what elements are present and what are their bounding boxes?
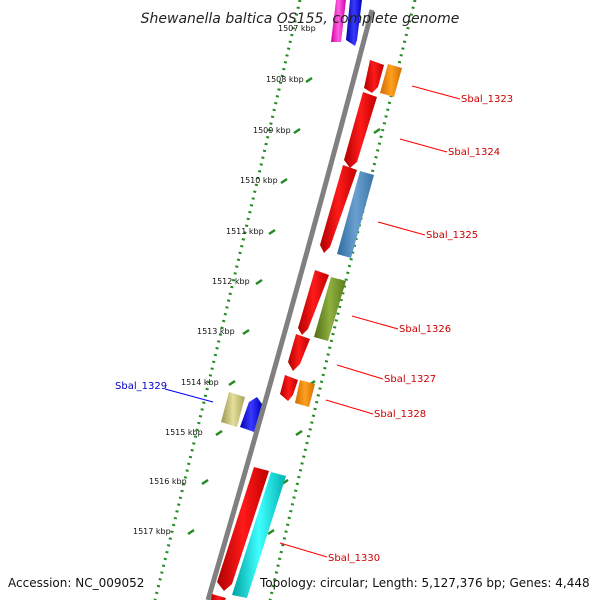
gene-arrow[interactable] [211, 594, 226, 600]
accession-text: Accession: NC_009052 [8, 576, 144, 590]
tick-label: 1510 kbp [240, 176, 278, 185]
genome-backbone [205, 9, 375, 600]
gene-arrow-sbal-1328[interactable] [280, 375, 298, 401]
gene-arrow-sbal-1329[interactable] [221, 392, 245, 427]
outer-dotted-ring [153, 0, 302, 600]
gene-arrow-sbal-1325[interactable] [320, 165, 357, 253]
gene-label[interactable]: Sbal_1325 [426, 230, 478, 241]
label-leader-sbal-1329 [164, 388, 214, 403]
gene-label[interactable]: Sbal_1329 [115, 381, 167, 392]
gene-arrow-sbal-1323[interactable] [364, 60, 384, 93]
gene-arrow-sbal-1326[interactable] [298, 270, 329, 335]
gene-label[interactable]: Sbal_1326 [399, 324, 451, 335]
gene-arrow-orange[interactable] [380, 64, 402, 97]
tick-label: 1507 kbp [278, 24, 316, 33]
tick-label: 1512 kbp [212, 277, 250, 286]
inner-dotted-ring [268, 0, 417, 600]
gene-arrow-sbal-1324[interactable] [344, 92, 377, 168]
tick-label: 1517 kbp [133, 527, 171, 536]
gene-arrow-cyan[interactable] [232, 472, 286, 598]
gene-arrow-blue[interactable] [240, 397, 262, 432]
gene-label[interactable]: Sbal_1327 [384, 374, 436, 385]
label-leaders [279, 85, 461, 558]
gene-features [211, 0, 402, 600]
tick-label: 1513 kbp [197, 327, 235, 336]
gene-arrow-olive[interactable] [314, 277, 346, 341]
tick-labels: 1507 kbp 1508 kbp 1509 kbp 1510 kbp 1511… [133, 24, 316, 536]
tick-label: 1508 kbp [266, 75, 304, 84]
gene-arrow[interactable] [346, 0, 362, 46]
tick-label: 1515 kbp [165, 428, 203, 437]
gene-arrow-orange-2[interactable] [295, 380, 315, 407]
gene-arrow-sbal-1330[interactable] [217, 467, 269, 591]
gene-arrow-steelblue[interactable] [337, 171, 374, 258]
gene-arrow[interactable] [331, 0, 346, 42]
tick-label: 1514 kbp [181, 378, 219, 387]
topology-text: Topology: circular; Length: 5,127,376 bp… [259, 576, 590, 590]
gene-label[interactable]: Sbal_1330 [328, 553, 380, 564]
tick-label: 1511 kbp [226, 227, 264, 236]
gene-labels: Sbal_1323 Sbal_1324 Sbal_1325 Sbal_1326 … [115, 94, 513, 564]
gene-label[interactable]: Sbal_1323 [461, 94, 513, 105]
gene-label[interactable]: Sbal_1324 [448, 147, 500, 158]
gene-label[interactable]: Sbal_1328 [374, 409, 426, 420]
gene-arrow-sbal-1327[interactable] [288, 334, 310, 371]
tick-label: 1516 kbp [149, 477, 187, 486]
map-title: Shewanella baltica OS155, complete genom… [141, 11, 460, 27]
tick-label: 1509 kbp [253, 126, 291, 135]
